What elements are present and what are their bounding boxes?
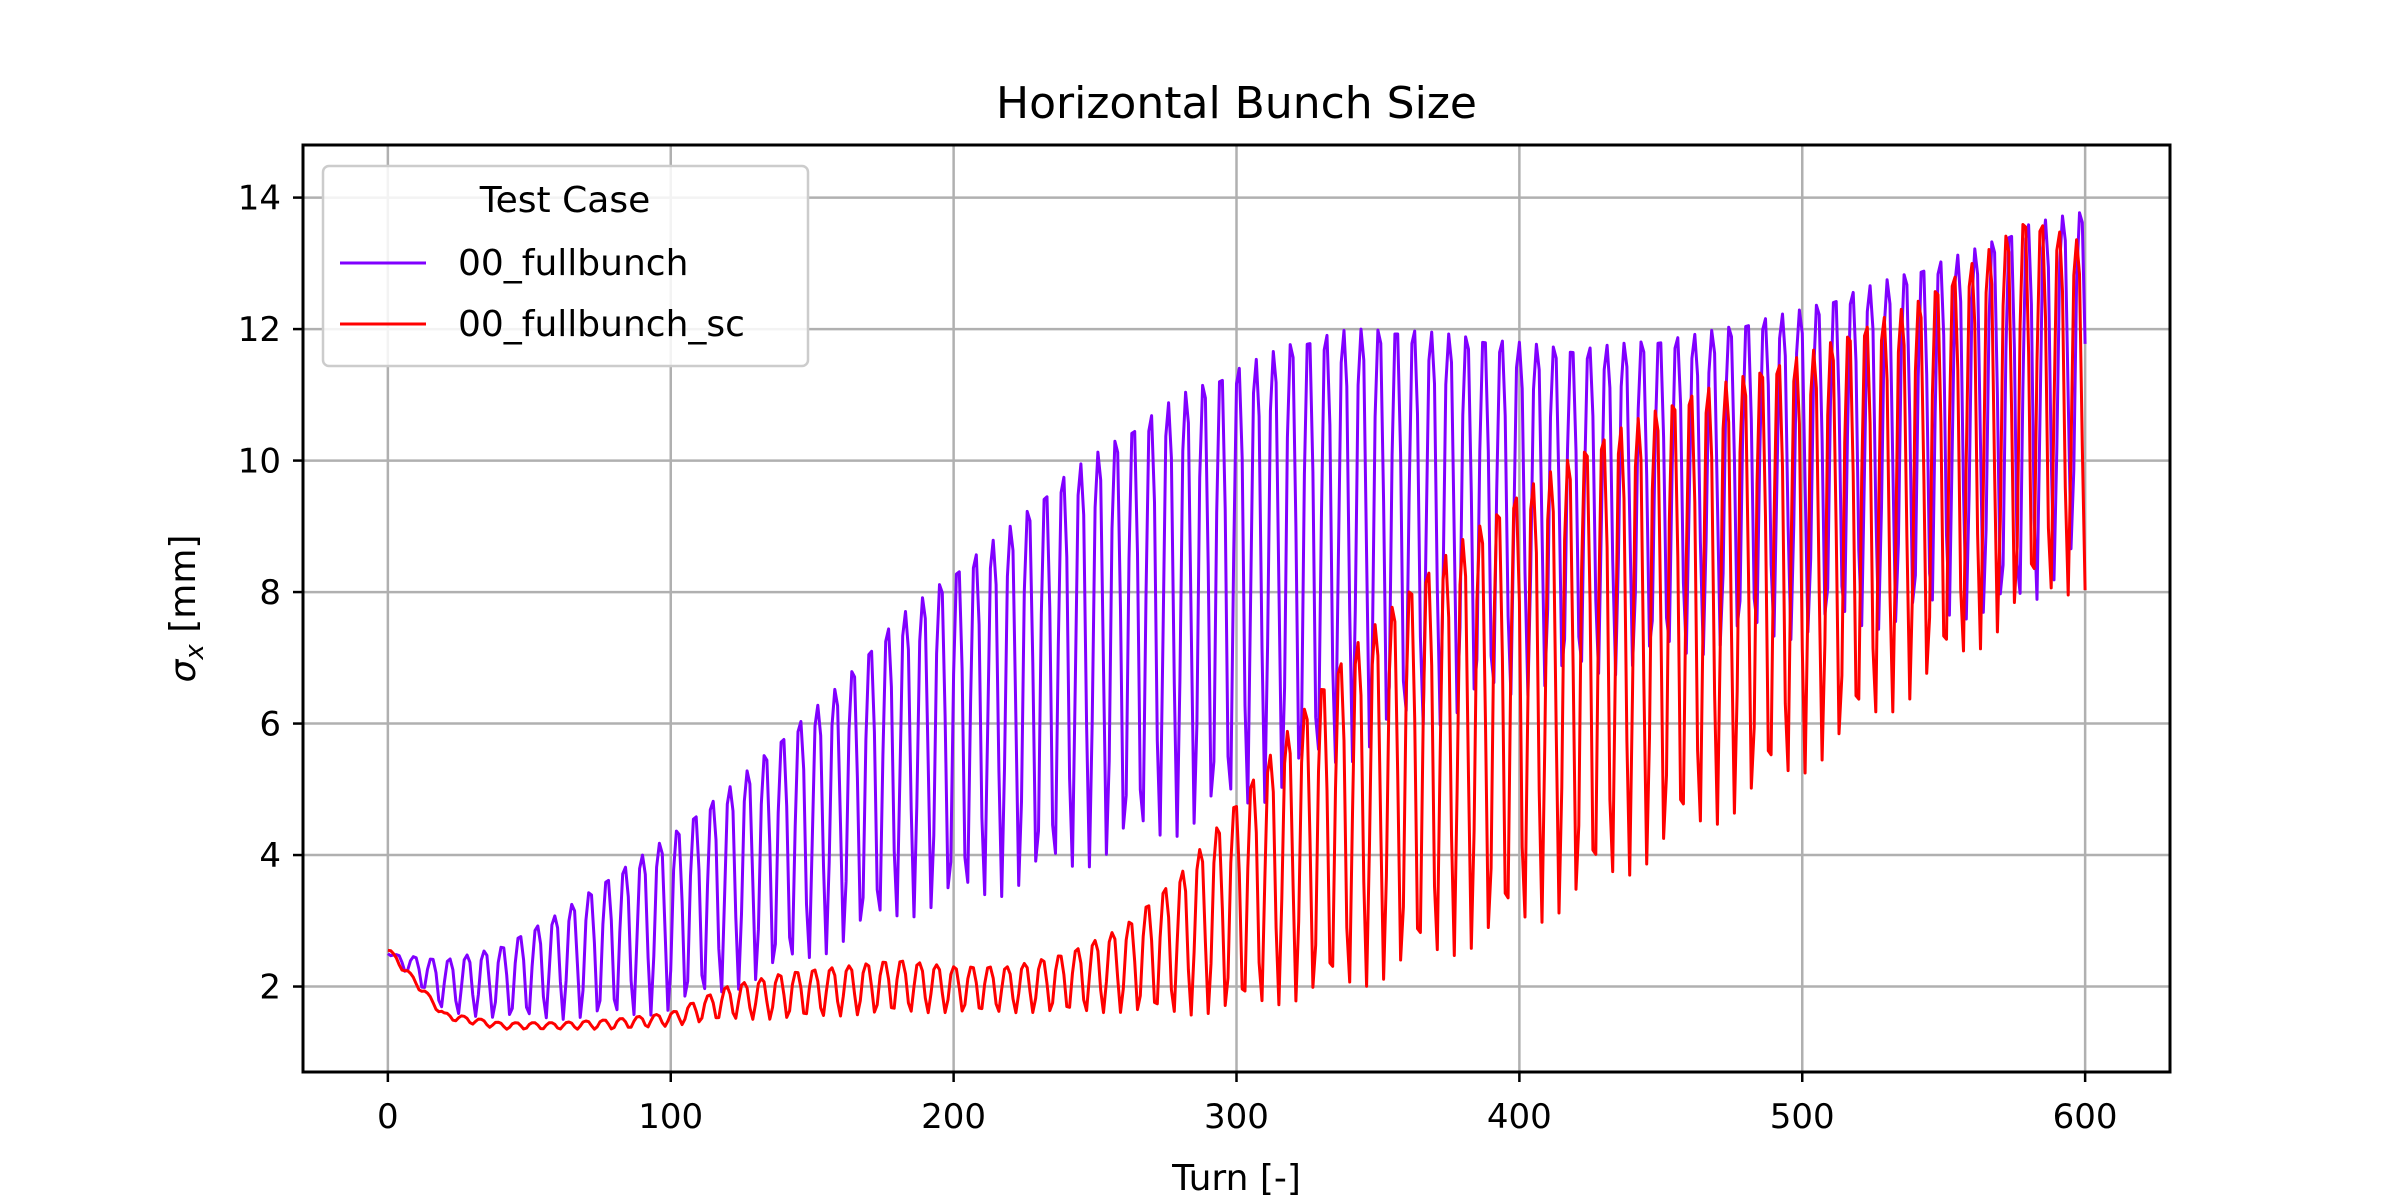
x-axis-label: Turn [-] [1171, 1158, 1301, 1199]
legend-entry-label: 00_fullbunch_sc [458, 304, 745, 345]
y-axis-label-subscript: x [180, 644, 210, 661]
y-tick-label: 2 [259, 968, 281, 1008]
axis-ticks: 0 100 200 300 400 500 600 2 4 6 8 10 12 14 [238, 179, 2118, 1137]
y-axis-label-symbol: σ [163, 658, 204, 682]
x-tick-label: 400 [1487, 1097, 1552, 1137]
x-tick-label: 100 [638, 1097, 703, 1137]
legend-title: Test Case [479, 180, 650, 221]
y-tick-label: 4 [259, 836, 281, 876]
x-tick-label: 200 [921, 1097, 986, 1137]
x-tick-label: 0 [377, 1097, 399, 1137]
y-tick-label: 12 [238, 310, 281, 350]
legend-box [321, 164, 810, 368]
chart-title: Horizontal Bunch Size [996, 78, 1477, 129]
series-line-00_fullbunch [387, 211, 2087, 1021]
y-tick-label: 8 [259, 573, 281, 613]
x-tick-label: 600 [2053, 1097, 2118, 1137]
y-axis-label: σx [mm] [163, 535, 210, 683]
series-lines [387, 211, 2087, 1031]
series-line-00_fullbunch_sc [387, 223, 2087, 1031]
x-tick-label: 300 [1204, 1097, 1269, 1137]
y-axis-label-unit: [mm] [163, 535, 204, 645]
y-tick-label: 6 [259, 705, 281, 745]
legend-entry-label: 00_fullbunch [458, 243, 688, 284]
y-tick-label: 10 [238, 442, 281, 482]
x-tick-label: 500 [1770, 1097, 1835, 1137]
y-tick-label: 14 [238, 179, 281, 219]
legend: Test Case 00_fullbunch 00_fullbunch_sc [321, 164, 810, 368]
